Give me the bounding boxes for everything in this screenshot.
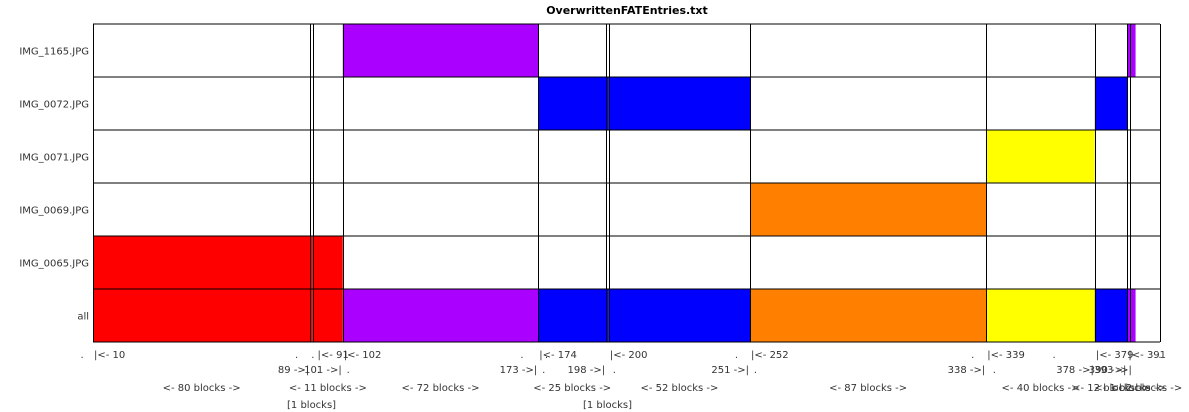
count-label: <- 11 blocks ->: [289, 383, 367, 394]
count-label: <- 2 blocks ->: [1111, 383, 1183, 394]
dot-label: .: [971, 350, 974, 361]
end-label: 338 ->|: [948, 365, 986, 376]
segment-bar: [93, 236, 311, 289]
segment-bar: [1094, 289, 1128, 342]
segment-bar: [750, 183, 987, 236]
segment-bar: [606, 77, 609, 130]
dot-label: .: [735, 350, 738, 361]
segment-bar: [310, 236, 313, 289]
start-label: . |<- 91: [311, 350, 349, 361]
start-label: |<- 391: [1128, 350, 1166, 361]
count-label: <- 25 blocks ->: [533, 383, 611, 394]
segment-bar: [342, 24, 539, 77]
count-label: <- 80 blocks ->: [163, 383, 241, 394]
segment-bar: [608, 77, 751, 130]
end-label: 198 ->|: [568, 365, 606, 376]
start-label: |<- 200: [610, 350, 648, 361]
note-label: [1 blocks]: [287, 400, 336, 411]
segment-bar: [986, 130, 1095, 183]
segment-bar: [750, 289, 987, 342]
note-label: [1 blocks]: [583, 400, 632, 411]
count-label: <- 12 blocks ->: [1072, 383, 1150, 394]
segment-bar: [342, 289, 539, 342]
segment-bar: [310, 289, 313, 342]
dot-label: .: [993, 365, 996, 376]
count-label: <- 1 blocks ->: [1094, 383, 1166, 394]
end-label: 89 ->|: [278, 365, 309, 376]
dot-label: .: [754, 365, 757, 376]
grid-lines: [93, 23, 1161, 343]
row-label: IMG_1165.JPG: [19, 47, 89, 58]
segment-bar: [312, 236, 343, 289]
dot-label: .: [520, 350, 523, 361]
segment-bar: [312, 289, 343, 342]
count-label: <- 72 blocks ->: [402, 383, 480, 394]
start-label: |<- 102: [344, 350, 382, 361]
segment-bar: [1094, 77, 1128, 130]
segment-bar: [1127, 24, 1136, 77]
dot-label: .: [1158, 350, 1161, 361]
start-label: |<- 339: [987, 350, 1025, 361]
dot-label: .: [347, 365, 350, 376]
start-label: |<- 379: [1096, 350, 1134, 361]
segment-bar: [93, 289, 311, 342]
segment-bar: [606, 289, 609, 342]
segment-bar: [1127, 289, 1136, 342]
dot-label: .: [545, 350, 548, 361]
dot-label: .: [542, 365, 545, 376]
segment-bar: [538, 77, 607, 130]
bottom-annotations: |<- 10 . |<- 91|<- 102 |<- 174 |<- 200 |<- 2…: [81, 350, 1183, 411]
dot-label: .: [81, 350, 84, 361]
row-label: IMG_0069.JPG: [19, 206, 89, 217]
row-label: IMG_0065.JPG: [19, 259, 89, 270]
segment-bar: [608, 289, 751, 342]
end-label: 393 ->|: [1094, 365, 1132, 376]
start-label: |<- 174: [539, 350, 577, 361]
segment-bar: [538, 289, 607, 342]
count-label: <- 87 blocks ->: [829, 383, 907, 394]
end-label: 101 ->|: [304, 365, 342, 376]
row-label: IMG_0072.JPG: [19, 100, 89, 111]
end-label: 251 ->|: [711, 365, 749, 376]
row-label: all: [77, 312, 89, 323]
end-label: 390 ->|: [1089, 365, 1127, 376]
segments: [93, 24, 1136, 342]
dot-label: .: [317, 365, 320, 376]
count-label: <- 52 blocks ->: [640, 383, 718, 394]
end-label: 173 ->|: [500, 365, 538, 376]
start-label: |<- 10: [94, 350, 125, 361]
segment-bar: [986, 289, 1095, 342]
dot-label: .: [613, 365, 616, 376]
dot-label: .: [1053, 350, 1056, 361]
start-label: |<- 252: [751, 350, 789, 361]
dot-label: .: [295, 350, 298, 361]
count-label: <- 40 blocks ->: [1002, 383, 1080, 394]
end-label: 378 ->|: [1056, 365, 1094, 376]
row-labels: all IMG_0065.JPG IMG_0069.JPG IMG_0071.JPG I…: [19, 47, 89, 323]
row-label: IMG_0071.JPG: [19, 153, 89, 164]
chart-title: OverwrittenFATEntries.txt: [546, 4, 708, 17]
